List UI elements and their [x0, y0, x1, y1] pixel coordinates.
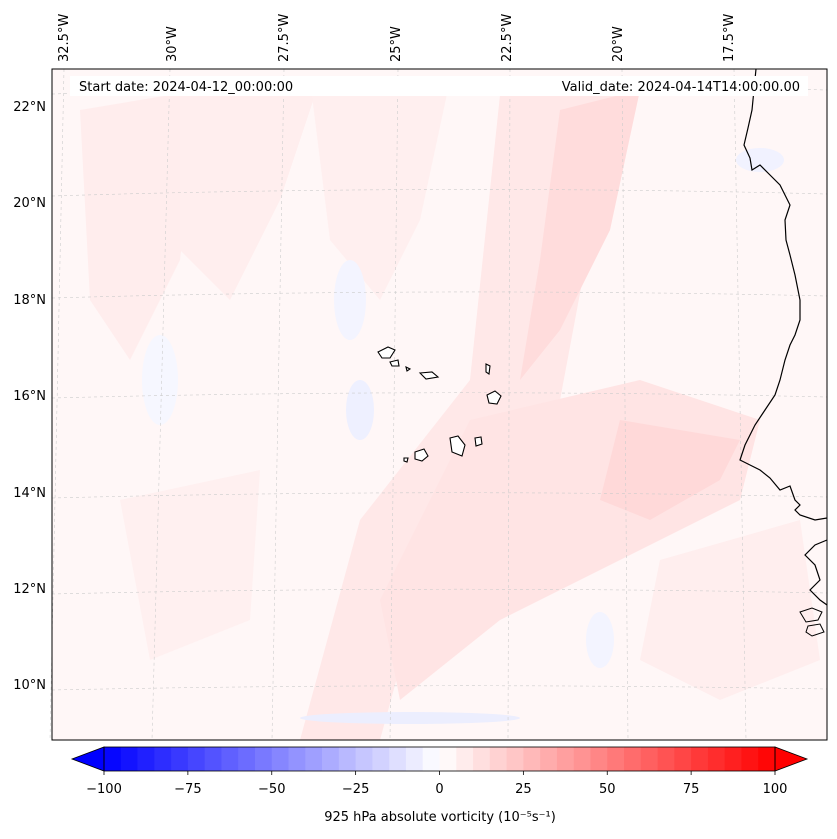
colorbar-cell: [355, 747, 373, 771]
colorbar-tick-label: 25: [515, 782, 532, 797]
colorbar-cell: [758, 747, 776, 771]
colorbar-tick-label: 100: [763, 782, 788, 797]
cape-verde-islands: [377, 346, 502, 463]
colorbar-cell: [171, 747, 189, 771]
lat-label: 12°N: [13, 582, 46, 597]
colorbar-tick-label: −50: [258, 782, 285, 797]
colorbar-cell: [523, 747, 541, 771]
lon-label: 27.5°W: [277, 14, 292, 62]
colorbar-cell: [607, 747, 625, 771]
colorbar-cell: [338, 747, 357, 771]
colorbar-cell: [238, 747, 256, 771]
lon-label: 22.5°W: [500, 14, 515, 62]
latitude-labels: 22°N 20°N 18°N 16°N 14°N 12°N 10°N: [13, 100, 46, 693]
colorbar-cell: [254, 747, 273, 771]
lon-label: 20°W: [611, 26, 626, 62]
guinea-coastline: [804, 539, 828, 606]
colorbar-cell: [624, 747, 642, 771]
start-date-label: Start date: 2024-04-12_00:00:00: [79, 80, 293, 95]
colorbar-cells: [104, 747, 776, 771]
colorbar-min-extend-arrow: [70, 746, 105, 772]
colorbar-cell: [154, 747, 172, 771]
header-band: [70, 76, 808, 96]
colorbar-cell: [691, 747, 709, 771]
lon-label: 32.5°W: [57, 14, 72, 62]
colorbar-label: 925 hPa absolute vorticity (10⁻⁵s⁻¹): [324, 810, 556, 825]
colorbar-cell: [590, 747, 608, 771]
colorbar-tick-label: −75: [174, 782, 201, 797]
positive-vorticity-shading: [80, 80, 820, 740]
colorbar-cell: [657, 747, 675, 771]
colorbar-cell: [137, 747, 155, 771]
colorbar-cell: [439, 747, 457, 771]
colorbar-cell: [506, 747, 524, 771]
colorbar-cell: [389, 747, 407, 771]
colorbar-cell: [540, 747, 558, 771]
colorbar-cell: [221, 747, 239, 771]
colorbar-cell: [741, 747, 759, 771]
longitude-labels: 32.5°W 30°W 27.5°W 25°W 22.5°W 20°W 17.5…: [57, 14, 737, 62]
colorbar-ticks: −100 −75 −50 −25 0 25 50 75 100: [86, 771, 787, 797]
map-panel: Start date: 2024-04-12_00:00:00 Valid_da…: [49, 68, 828, 741]
bissau-islands: [799, 607, 825, 637]
colorbar-cell: [271, 747, 289, 771]
colorbar-cell: [489, 747, 507, 771]
colorbar-cell: [707, 747, 726, 771]
lat-label: 14°N: [13, 486, 46, 501]
lon-label: 30°W: [165, 26, 180, 62]
colorbar-tick-label: 0: [435, 782, 443, 797]
lat-label: 16°N: [13, 389, 46, 404]
colorbar-cell: [556, 747, 575, 771]
valid-date-label: Valid_date: 2024-04-14T14:00:00.00: [562, 80, 800, 95]
colorbar-cell: [372, 747, 390, 771]
colorbar-cell: [422, 747, 440, 771]
colorbar-tick-label: 75: [683, 782, 700, 797]
colorbar-tick-label: 50: [599, 782, 616, 797]
colorbar: −100 −75 −50 −25 0 25 50 75 100 925 hPa absolute…: [70, 746, 809, 825]
map-frame: [51, 68, 828, 741]
colorbar-cell: [405, 747, 424, 771]
lon-label: 25°W: [389, 26, 404, 62]
negative-vorticity-shading: [142, 148, 784, 724]
lat-label: 18°N: [13, 293, 46, 308]
lat-label: 22°N: [13, 100, 46, 115]
colorbar-cell: [573, 747, 591, 771]
colorbar-cell: [120, 747, 138, 771]
colorbar-cell: [322, 747, 340, 771]
colorbar-tick-label: −100: [86, 782, 122, 797]
colorbar-cell: [104, 747, 122, 771]
colorbar-cell: [674, 747, 692, 771]
colorbar-cell: [456, 747, 474, 771]
colorbar-tick-label: −25: [342, 782, 369, 797]
colorbar-max-extend-arrow: [774, 746, 809, 772]
colorbar-cell: [305, 747, 323, 771]
colorbar-cell: [640, 747, 658, 771]
lon-label: 17.5°W: [722, 14, 737, 62]
colorbar-cell: [204, 747, 222, 771]
africa-coastline: [739, 68, 828, 521]
colorbar-cell: [724, 747, 742, 771]
lat-label: 10°N: [13, 678, 46, 693]
colorbar-cell: [288, 747, 306, 771]
colorbar-cell: [187, 747, 206, 771]
lat-label: 20°N: [13, 196, 46, 211]
colorbar-cell: [473, 747, 491, 771]
